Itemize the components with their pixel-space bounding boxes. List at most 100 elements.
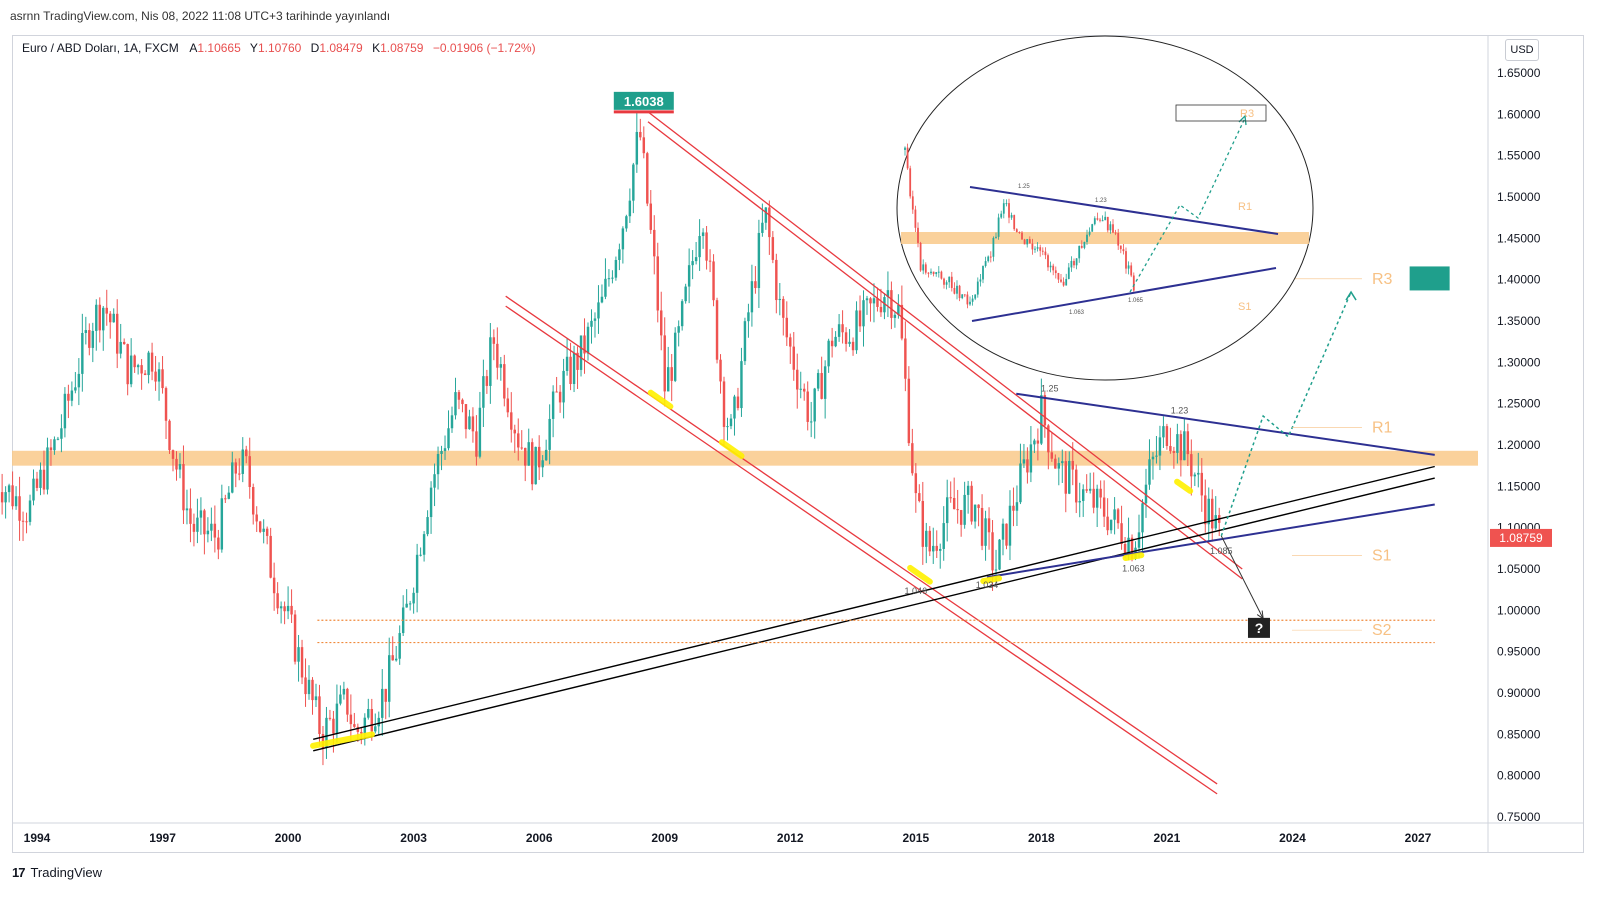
candle-body xyxy=(1106,516,1109,531)
chart-frame[interactable] xyxy=(12,35,1584,853)
y-tick-label: 0.80000 xyxy=(1497,769,1541,783)
inset-candle-body xyxy=(1132,275,1135,291)
candle-body xyxy=(251,487,255,515)
candle-body xyxy=(945,497,949,524)
candle-body xyxy=(1144,484,1148,504)
inset-label: S1 xyxy=(1238,301,1251,313)
inset-label: R1 xyxy=(1238,201,1252,213)
candle-body xyxy=(1158,437,1162,456)
inset-candle-body xyxy=(1109,224,1112,231)
currency-button[interactable]: USD xyxy=(1505,39,1539,61)
candle-body xyxy=(764,207,768,223)
candle-body xyxy=(712,261,715,301)
inset-candle-body xyxy=(922,264,925,271)
candle-body xyxy=(551,391,555,419)
candle-body xyxy=(646,153,649,204)
candle-body xyxy=(450,415,454,429)
unknown-marker-box xyxy=(1247,617,1270,638)
candle-body xyxy=(722,381,726,427)
candle-body xyxy=(750,281,754,313)
candle-body xyxy=(272,577,276,594)
inset-candle-body xyxy=(958,285,961,299)
candle-body xyxy=(1001,523,1005,540)
candle-body xyxy=(1054,458,1057,469)
candle-body xyxy=(1141,503,1144,533)
candle-body xyxy=(670,367,673,381)
candle-body xyxy=(440,451,443,454)
candle-body xyxy=(74,387,77,391)
candle-body xyxy=(377,717,380,727)
candle-body xyxy=(150,352,154,372)
candle-body xyxy=(119,341,122,354)
candle-body xyxy=(210,523,213,531)
y-tick-label: 0.85000 xyxy=(1497,727,1541,741)
point-label: 1.046 xyxy=(905,586,928,596)
candle-body xyxy=(890,290,893,318)
point-label: 1.25 xyxy=(1041,383,1059,393)
candle-body xyxy=(115,313,119,354)
candle-body xyxy=(1207,498,1210,525)
close-label: K xyxy=(372,41,381,55)
inset-candle-body xyxy=(1034,248,1036,250)
inset-candle-body xyxy=(1000,213,1003,218)
candle-body xyxy=(987,518,991,533)
candle-body xyxy=(1092,488,1095,508)
x-tick-label: 2024 xyxy=(1279,831,1306,845)
inset-candle-body xyxy=(1057,273,1060,280)
candle-body xyxy=(332,718,335,734)
candle-body xyxy=(412,592,415,604)
candle-body xyxy=(1130,537,1134,559)
candle-body xyxy=(782,298,785,318)
candle-body xyxy=(485,376,489,386)
candle-body xyxy=(496,343,499,368)
candle-body xyxy=(1137,532,1141,548)
high-label-badge xyxy=(613,91,674,110)
candle-body xyxy=(1071,460,1074,470)
inset-candle-body xyxy=(914,209,917,228)
inset-candle-body xyxy=(1091,224,1094,232)
candle-body xyxy=(680,301,684,327)
candle-body xyxy=(1120,523,1123,545)
candle-body xyxy=(1113,509,1116,520)
candle-body xyxy=(534,446,537,485)
candle-body xyxy=(932,545,935,552)
channel-upper-line xyxy=(647,111,1243,570)
candle-body xyxy=(621,228,625,250)
candle-body xyxy=(245,449,248,457)
candle-body xyxy=(740,361,743,409)
candle-body xyxy=(1165,426,1169,446)
inset-support-line xyxy=(971,267,1277,322)
candle-body xyxy=(1172,451,1176,453)
candle-body xyxy=(454,392,457,416)
x-tick-label: 2012 xyxy=(777,831,804,845)
y-tick-label: 1.05000 xyxy=(1497,562,1541,576)
candle-body xyxy=(384,688,387,702)
candle-body xyxy=(464,404,468,430)
change-value: −0.01906 (−1.72%) xyxy=(432,41,536,55)
candle-body xyxy=(248,456,251,488)
candle-body xyxy=(213,523,217,538)
candle-body xyxy=(297,647,300,662)
y-tick-label: 0.75000 xyxy=(1497,810,1541,824)
inset-candle-body xyxy=(932,271,935,275)
low-value: 1.08479 xyxy=(319,41,363,55)
candle-body xyxy=(1155,455,1158,457)
candle-body xyxy=(356,726,360,732)
x-tick-label: 2018 xyxy=(1028,831,1055,845)
inset-candle-body xyxy=(930,271,932,274)
symbol-name[interactable]: Euro / ABD Doları, 1A, FXCM xyxy=(22,41,179,55)
candle-body xyxy=(994,569,998,571)
inset-candle-body xyxy=(906,147,909,169)
publish-info: asrnn TradingView.com, Nis 08, 2022 11:0… xyxy=(10,9,391,23)
inset-candle-body xyxy=(1106,216,1109,231)
tradingview-logo[interactable]: 17 TradingView xyxy=(12,865,102,880)
candle-body xyxy=(904,338,907,379)
candle-body xyxy=(963,494,966,525)
candle-body xyxy=(803,388,806,392)
candle-body xyxy=(422,534,426,555)
candle-body xyxy=(966,485,970,495)
candle-body xyxy=(642,137,646,154)
candle-body xyxy=(677,326,680,333)
y-tick-label: 0.90000 xyxy=(1497,686,1541,700)
